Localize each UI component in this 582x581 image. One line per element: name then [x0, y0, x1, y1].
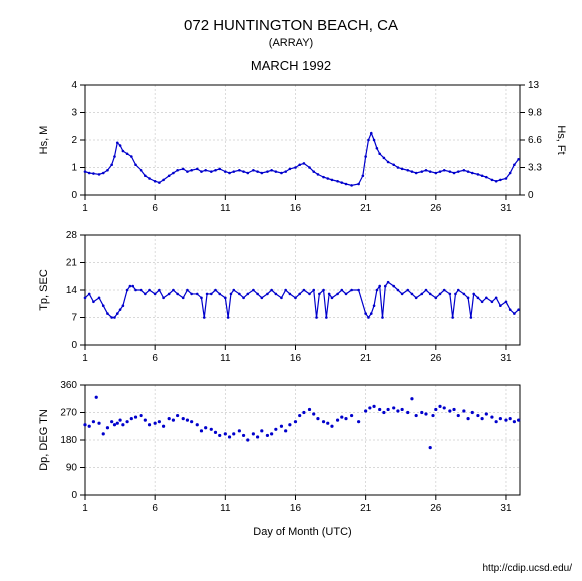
svg-text:31: 31	[500, 353, 512, 364]
svg-text:13: 13	[528, 80, 540, 91]
svg-text:28: 28	[66, 230, 78, 241]
svg-text:9.8: 9.8	[528, 108, 542, 119]
svg-text:21: 21	[360, 503, 372, 514]
svg-text:31: 31	[500, 203, 512, 214]
svg-text:0: 0	[71, 190, 77, 201]
chart-svg: 072 HUNTINGTON BEACH, CA (ARRAY) MARCH 199…	[0, 0, 582, 581]
chart-container: 072 HUNTINGTON BEACH, CA (ARRAY) MARCH 199…	[0, 0, 582, 581]
svg-text:Dp, DEG TN: Dp, DEG TN	[38, 409, 50, 471]
svg-text:21: 21	[360, 203, 372, 214]
svg-text:360: 360	[60, 380, 77, 391]
svg-text:6: 6	[152, 203, 158, 214]
svg-text:11: 11	[220, 503, 231, 514]
svg-text:Tp, SEC: Tp, SEC	[38, 269, 50, 311]
svg-text:16: 16	[290, 353, 302, 364]
svg-text:14: 14	[66, 285, 78, 296]
title-month: MARCH 1992	[251, 58, 331, 73]
svg-text:Hs, M: Hs, M	[38, 126, 50, 155]
svg-text:180: 180	[60, 435, 77, 446]
svg-text:21: 21	[66, 258, 78, 269]
svg-text:1: 1	[82, 353, 88, 364]
svg-text:1: 1	[71, 163, 77, 174]
svg-text:Hs, Ft: Hs, Ft	[555, 125, 567, 154]
svg-text:31: 31	[500, 503, 512, 514]
svg-text:26: 26	[430, 503, 442, 514]
svg-text:0: 0	[71, 340, 77, 351]
svg-text:11: 11	[220, 203, 231, 214]
svg-text:16: 16	[290, 203, 302, 214]
svg-text:270: 270	[60, 408, 77, 419]
svg-text:16: 16	[290, 503, 302, 514]
footer-url: http://cdip.ucsd.edu/	[482, 563, 572, 574]
svg-text:21: 21	[360, 353, 372, 364]
title-sub: (ARRAY)	[269, 37, 313, 49]
svg-text:0: 0	[528, 190, 534, 201]
svg-text:6.6: 6.6	[528, 135, 542, 146]
title-main: 072 HUNTINGTON BEACH, CA	[184, 17, 398, 34]
svg-text:6: 6	[152, 503, 158, 514]
svg-text:6: 6	[152, 353, 158, 364]
x-axis-label: Day of Month (UTC)	[253, 526, 351, 538]
svg-text:3: 3	[71, 108, 77, 119]
svg-text:26: 26	[430, 353, 442, 364]
svg-text:2: 2	[71, 135, 77, 146]
svg-text:90: 90	[66, 463, 78, 474]
svg-text:11: 11	[220, 353, 231, 364]
svg-text:26: 26	[430, 203, 442, 214]
svg-text:4: 4	[71, 80, 77, 91]
svg-text:3.3: 3.3	[528, 163, 542, 174]
svg-text:1: 1	[82, 203, 88, 214]
svg-text:1: 1	[82, 503, 88, 514]
svg-text:7: 7	[71, 313, 77, 324]
svg-text:0: 0	[71, 490, 77, 501]
